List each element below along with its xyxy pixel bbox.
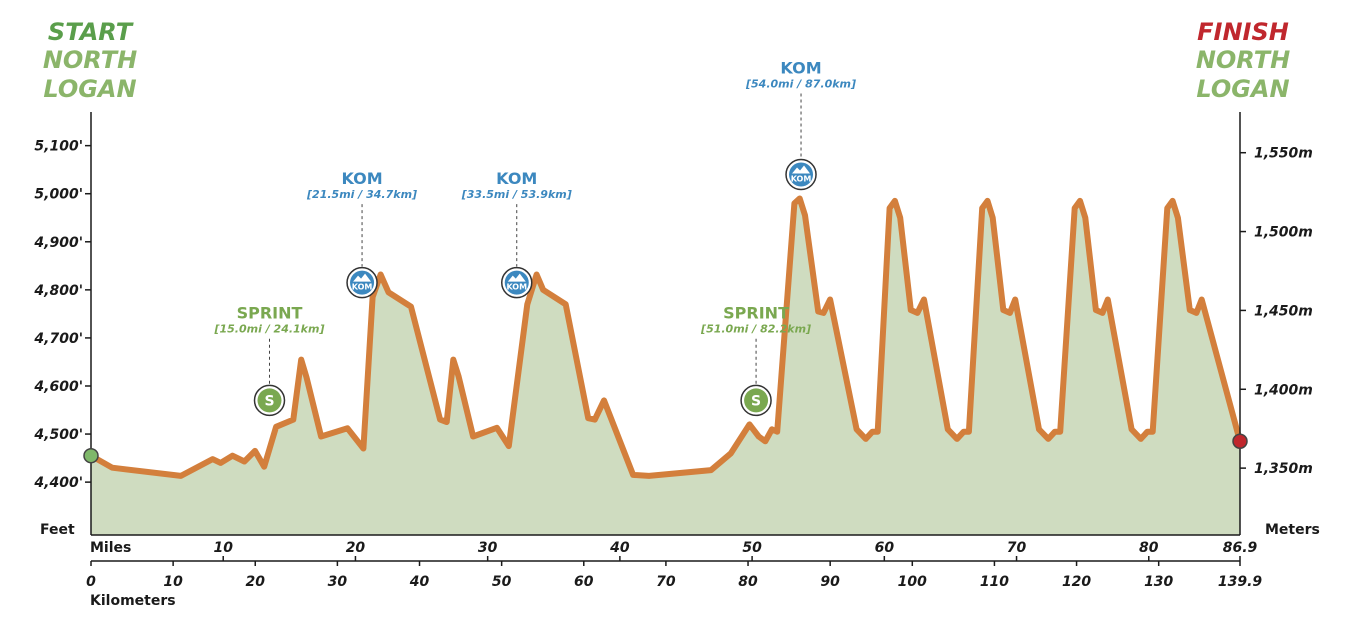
mile-tick-label: 30 (478, 540, 498, 556)
annotation-position-label: [15.0mi / 24.1km] (213, 323, 324, 336)
km-tick-label: 139.9 (1218, 574, 1263, 590)
mile-tick-label: 70 (1007, 540, 1027, 556)
mile-tick-label: 20 (346, 540, 366, 556)
km-tick-label: 10 (163, 574, 183, 590)
annotation-type-label: KOM (341, 169, 382, 188)
start-tag: START (48, 18, 134, 46)
mile-tick-label: 10 (213, 540, 233, 556)
mile-tick-label: 80 (1139, 540, 1159, 556)
left-tick-label: 5,000' (34, 187, 83, 203)
right-tick-label: 1,500m (1254, 225, 1313, 241)
left-tick-label: 4,700' (33, 331, 83, 347)
miles-axis-label: Miles (90, 540, 131, 556)
annotation-position-label: [33.5mi / 53.9km] (461, 188, 572, 201)
km-tick-label: 40 (409, 574, 430, 590)
kom-badge-text: KOM (352, 283, 373, 292)
profile-area-group (88, 195, 1243, 535)
km-tick-label: 70 (656, 574, 676, 590)
right-tick-label: 1,450m (1254, 303, 1313, 319)
finish-marker (1232, 433, 1248, 450)
right-tick-label: 1,550m (1254, 146, 1313, 162)
km-tick-label: 50 (492, 574, 512, 590)
start-place-line1: NORTH (43, 46, 137, 74)
left-axis-title: Feet (40, 522, 75, 538)
kom-badge-text: KOM (791, 174, 812, 183)
km-tick-label: 130 (1144, 574, 1173, 590)
finish-tag: FINISH (1197, 18, 1289, 46)
kom-annotation: KOM[33.5mi / 53.9km]KOM (461, 169, 572, 299)
sprint-badge-icon (744, 388, 769, 413)
kom-badge-text: KOM (506, 283, 527, 292)
left-tick-label: 4,400' (33, 475, 83, 491)
right-tick-label: 1,400m (1254, 382, 1313, 398)
right-tick-label: 1,350m (1254, 461, 1313, 477)
left-tick-label: 4,500' (33, 427, 83, 443)
kom-badge-icon (350, 270, 375, 295)
sprint-badge-text: S (751, 393, 761, 409)
kilometers-axis-label: Kilometers (90, 593, 176, 609)
sprint-badge-icon (257, 388, 282, 413)
annotation-type-label: KOM (780, 59, 821, 78)
right-axis-title: Meters (1265, 522, 1320, 538)
axes-group: 4,400' 4,500' 4,600' 4,700' 4,800' 4,900' 5,00… (33, 112, 1313, 590)
km-tick-label: 110 (980, 574, 1009, 590)
annotation-type-label: SPRINT (723, 304, 789, 323)
km-tick-label: 90 (820, 574, 840, 590)
kom-annotation: KOM[54.0mi / 87.0km]KOM (745, 59, 856, 191)
mile-tick-label: 60 (875, 540, 895, 556)
annotation-type-label: SPRINT (237, 304, 303, 323)
km-tick-label: 20 (246, 574, 266, 590)
left-tick-label: 5,100' (34, 139, 83, 155)
annotation-position-label: [51.0mi / 82.2km] (700, 323, 811, 336)
start-place-line2: LOGAN (43, 75, 136, 103)
mountain-icon (792, 165, 811, 174)
km-tick-label: 30 (328, 574, 348, 590)
left-tick-label: 4,800' (33, 283, 83, 299)
mountain-icon (353, 273, 372, 282)
annotation-type-label: KOM (496, 169, 537, 188)
sprint-badge-text: S (264, 393, 274, 409)
profile-line (88, 195, 1243, 479)
profile-fill (91, 198, 1240, 535)
mile-tick-label: 50 (742, 540, 762, 556)
kom-badge-icon (504, 270, 529, 295)
kom-badge-icon (789, 162, 814, 187)
start-marker (83, 447, 99, 464)
left-tick-label: 4,900' (33, 235, 83, 251)
km-tick-label: 80 (738, 574, 758, 590)
km-tick-label: 100 (898, 574, 927, 590)
km-tick-label: 60 (574, 574, 594, 590)
sprint-annotation: SPRINT[51.0mi / 82.2km] S (700, 304, 811, 417)
finish-place-line1: NORTH (1196, 46, 1290, 74)
finish-place-line2: LOGAN (1196, 75, 1289, 103)
km-tick-label: 0 (86, 574, 96, 590)
km-tick-label: 120 (1062, 574, 1091, 590)
sprint-annotation: SPRINT[15.0mi / 24.1km] S (213, 304, 325, 417)
mountain-icon (507, 273, 526, 282)
mile-tick-label: 86.9 (1223, 540, 1258, 556)
annotation-position-label: [54.0mi / 87.0km] (745, 78, 856, 91)
left-tick-label: 4,600' (33, 379, 83, 395)
annotation-position-label: [21.5mi / 34.7km] (306, 188, 417, 201)
mile-tick-label: 40 (609, 540, 630, 556)
kom-annotation: KOM[21.5mi / 34.7km]KOM (306, 169, 417, 299)
